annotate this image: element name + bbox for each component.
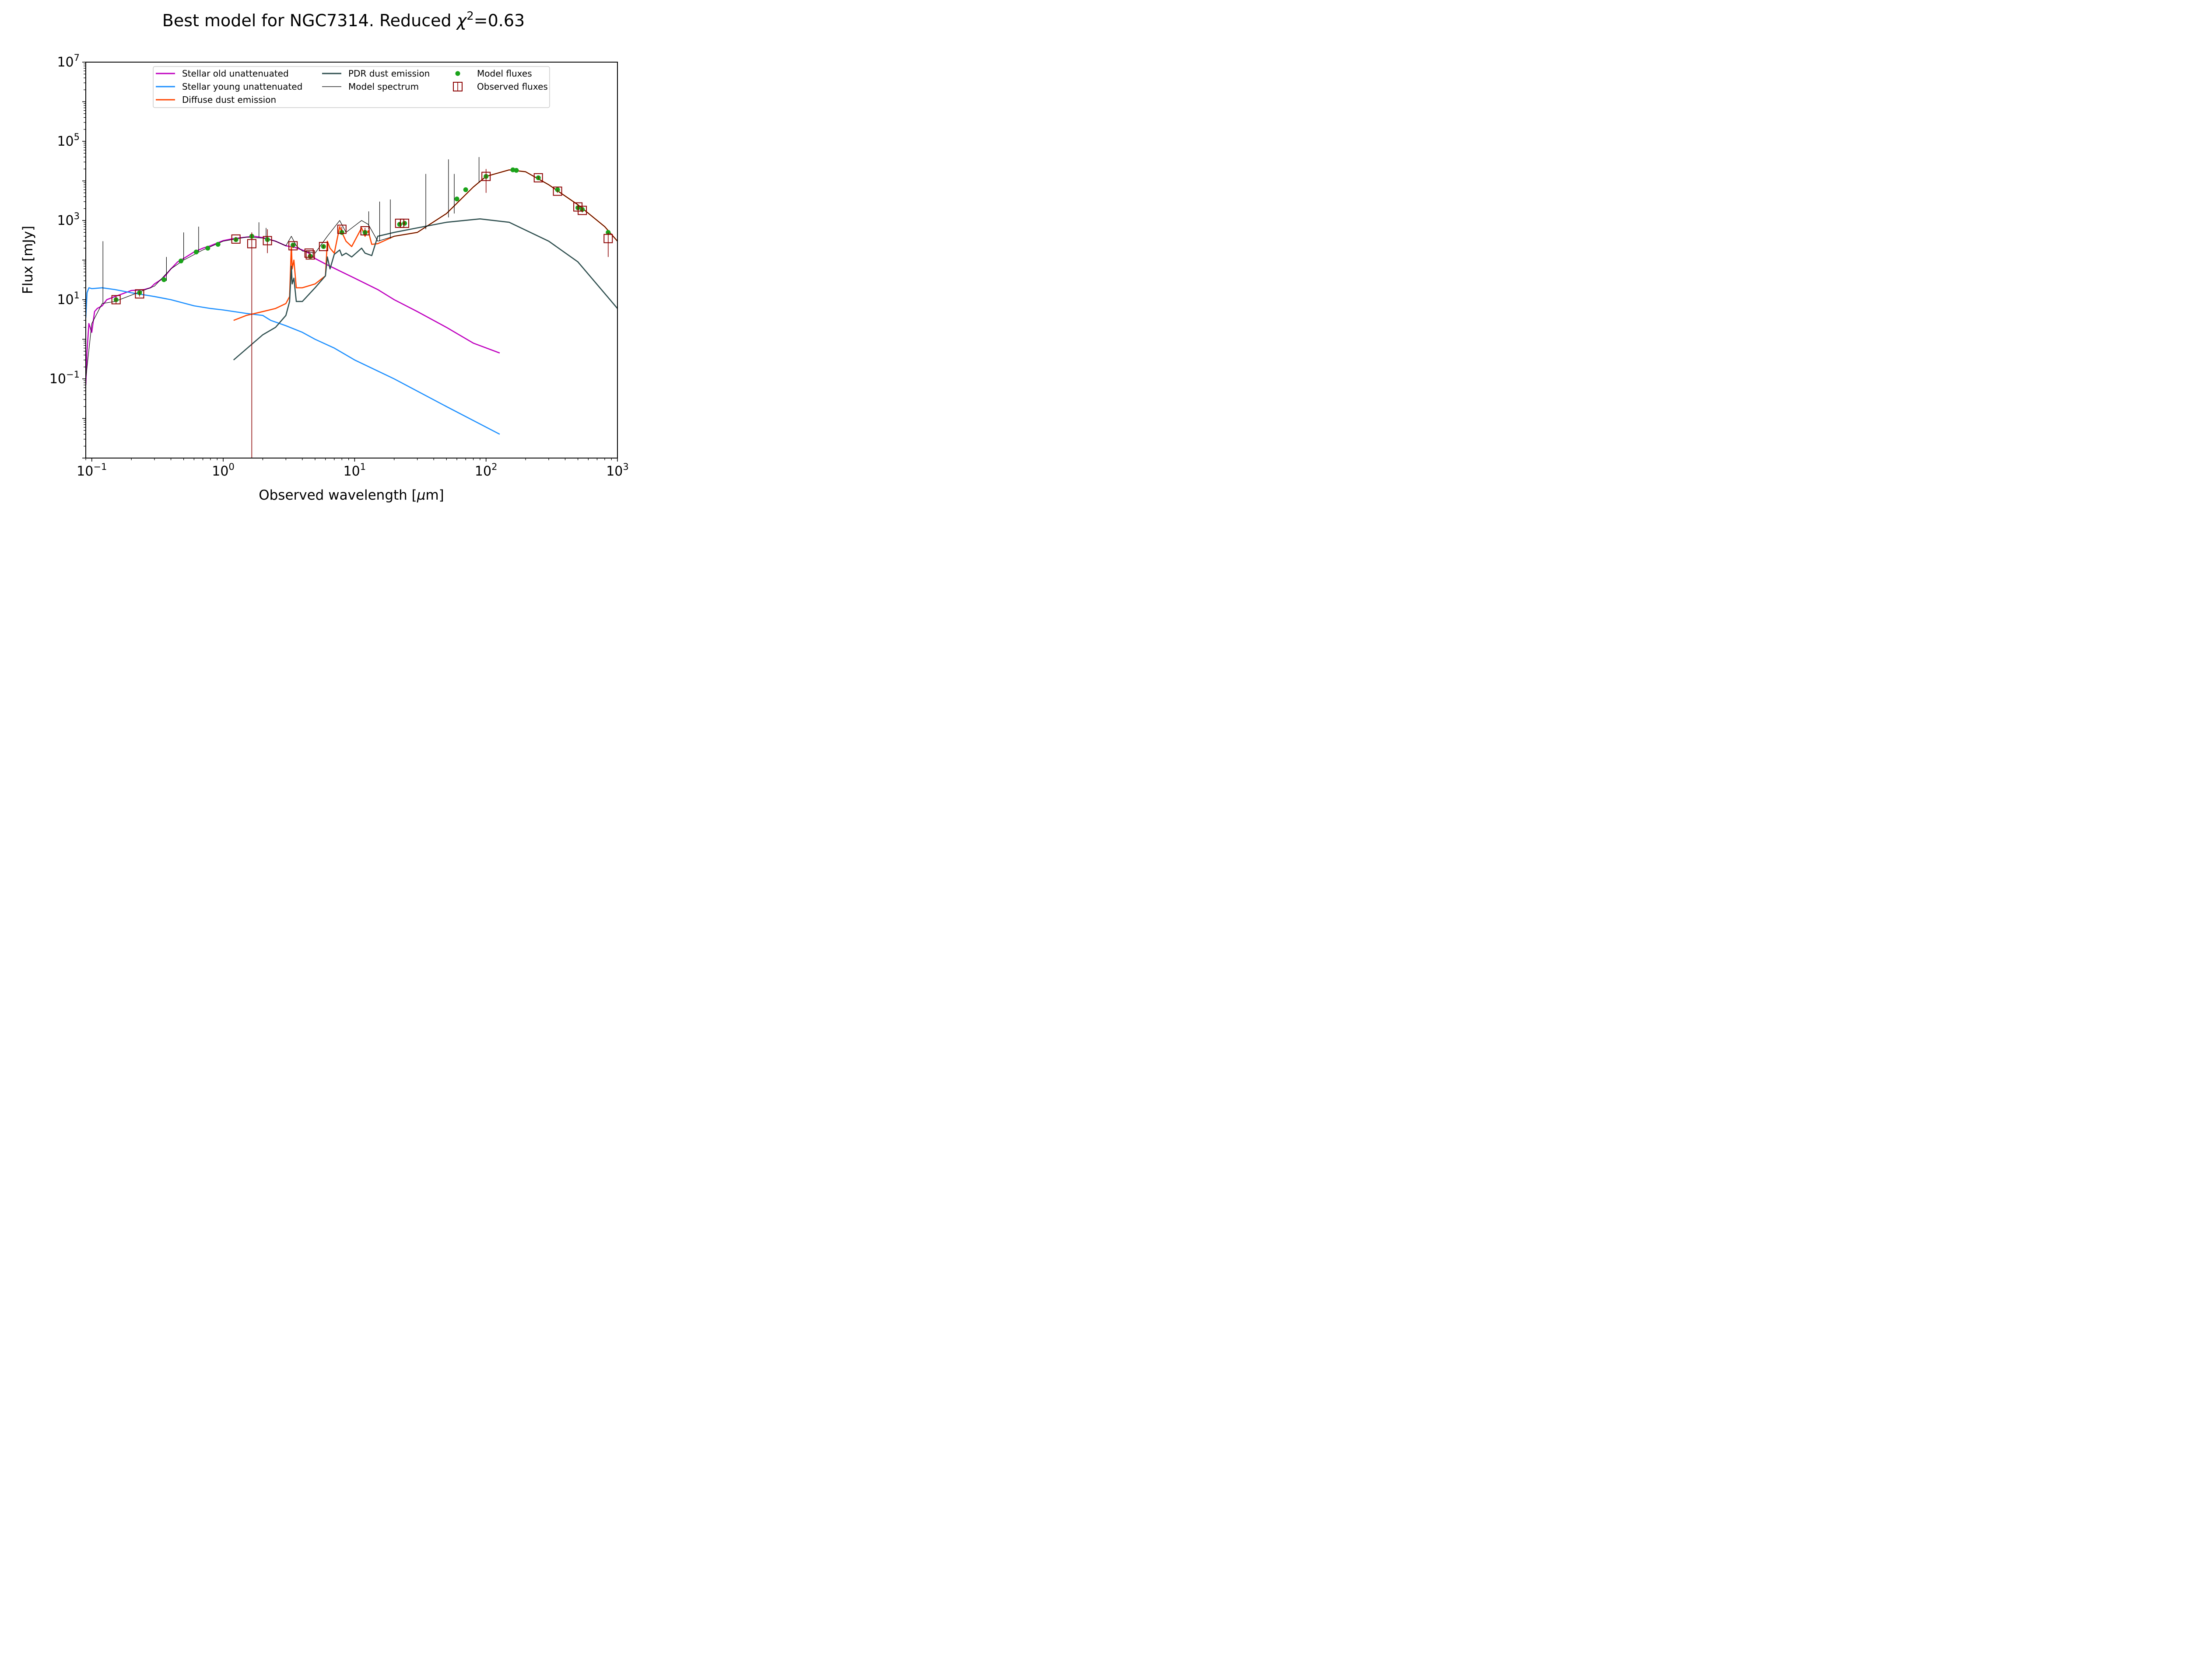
legend-item-stellar-old-unattenuated: Stellar old unattenuated — [156, 68, 289, 79]
y-tick-label: 105 — [57, 132, 80, 149]
legend-label: Observed fluxes — [477, 81, 548, 92]
y-tick-label: 103 — [57, 211, 80, 228]
observed-flux-box — [288, 241, 298, 251]
stellar-old-unattenuated-line — [86, 235, 500, 385]
y-tick-label: 10−1 — [49, 369, 80, 387]
observed-flux-box — [304, 248, 314, 258]
y-tick-label: 101 — [57, 290, 80, 308]
x-axis: 10−1 100 101 102 103 — [77, 458, 629, 479]
observed-flux-box — [533, 173, 543, 182]
observed-flux-box — [319, 242, 328, 252]
model-flux-point — [193, 249, 199, 255]
x-tick-label: 102 — [475, 462, 498, 479]
legend-label: Model fluxes — [477, 68, 532, 79]
legend-label: Diffuse dust emission — [182, 94, 276, 105]
model-flux-point — [215, 242, 221, 247]
observed-flux-box — [578, 206, 587, 215]
legend-label: Model spectrum — [348, 81, 419, 92]
legend-label: Stellar young unattenuated — [182, 81, 302, 92]
chart-canvas: Best model for NGC7314. Reduced χ2=0.63 … — [20, 10, 629, 503]
y-axis: 10−1 101 103 105 107 — [49, 52, 86, 458]
observed-flux-box — [305, 250, 315, 260]
y-axis-label: Flux [mJy] — [20, 226, 36, 294]
chart-title: Best model for NGC7314. Reduced χ2=0.63 — [162, 10, 525, 30]
legend-item-pdr-dust-emission: PDR dust emission — [322, 68, 430, 79]
plot-area — [86, 157, 617, 458]
model-spectrum-line — [86, 169, 617, 379]
legend-label: PDR dust emission — [348, 68, 430, 79]
pdr-dust-emission-line — [233, 218, 617, 360]
model-flux-point — [161, 277, 167, 282]
stellar-young-unattenuated-line — [86, 287, 500, 435]
y-tick-label: 107 — [57, 52, 80, 70]
observed-flux-box — [337, 224, 347, 234]
sed-chart: Best model for NGC7314. Reduced χ2=0.63 … — [0, 0, 677, 508]
observed-flux-box — [553, 186, 562, 196]
x-tick-label: 103 — [606, 462, 629, 479]
model-flux-point — [205, 245, 210, 251]
legend: Stellar old unattenuated Stellar young un… — [153, 66, 550, 108]
observed-flux-box — [400, 218, 410, 228]
x-tick-label: 101 — [344, 462, 366, 479]
legend-item-model-fluxes: Model fluxes — [455, 68, 532, 79]
legend-item-model-spectrum: Model spectrum — [322, 81, 419, 92]
model-flux-point — [463, 187, 468, 192]
observed-flux-box — [135, 289, 144, 299]
x-tick-label: 100 — [212, 462, 235, 479]
observed-flux-box — [231, 234, 241, 244]
observed-flux-box — [111, 295, 121, 304]
legend-item-diffuse-dust-emission: Diffuse dust emission — [156, 94, 276, 105]
observed-flux-box — [247, 239, 256, 248]
observed-flux-box — [360, 226, 370, 235]
model-flux-point — [454, 196, 459, 202]
observed-flux-box — [603, 234, 613, 243]
observed-flux-box — [481, 172, 491, 181]
model-flux-point — [179, 259, 184, 264]
legend-label: Stellar old unattenuated — [182, 68, 289, 79]
observed-flux-box — [263, 236, 272, 245]
legend-item-observed-fluxes: Observed fluxes — [453, 81, 548, 92]
x-tick-label: 10−1 — [77, 462, 107, 479]
legend-box — [153, 66, 550, 108]
x-axis-label: Observed wavelength [μm] — [259, 487, 444, 503]
legend-swatch — [455, 71, 460, 76]
legend-item-stellar-young-unattenuated: Stellar young unattenuated — [156, 81, 302, 92]
observed-flux-box — [395, 218, 404, 228]
plot-frame — [85, 62, 618, 458]
model-flux-point — [514, 168, 519, 173]
